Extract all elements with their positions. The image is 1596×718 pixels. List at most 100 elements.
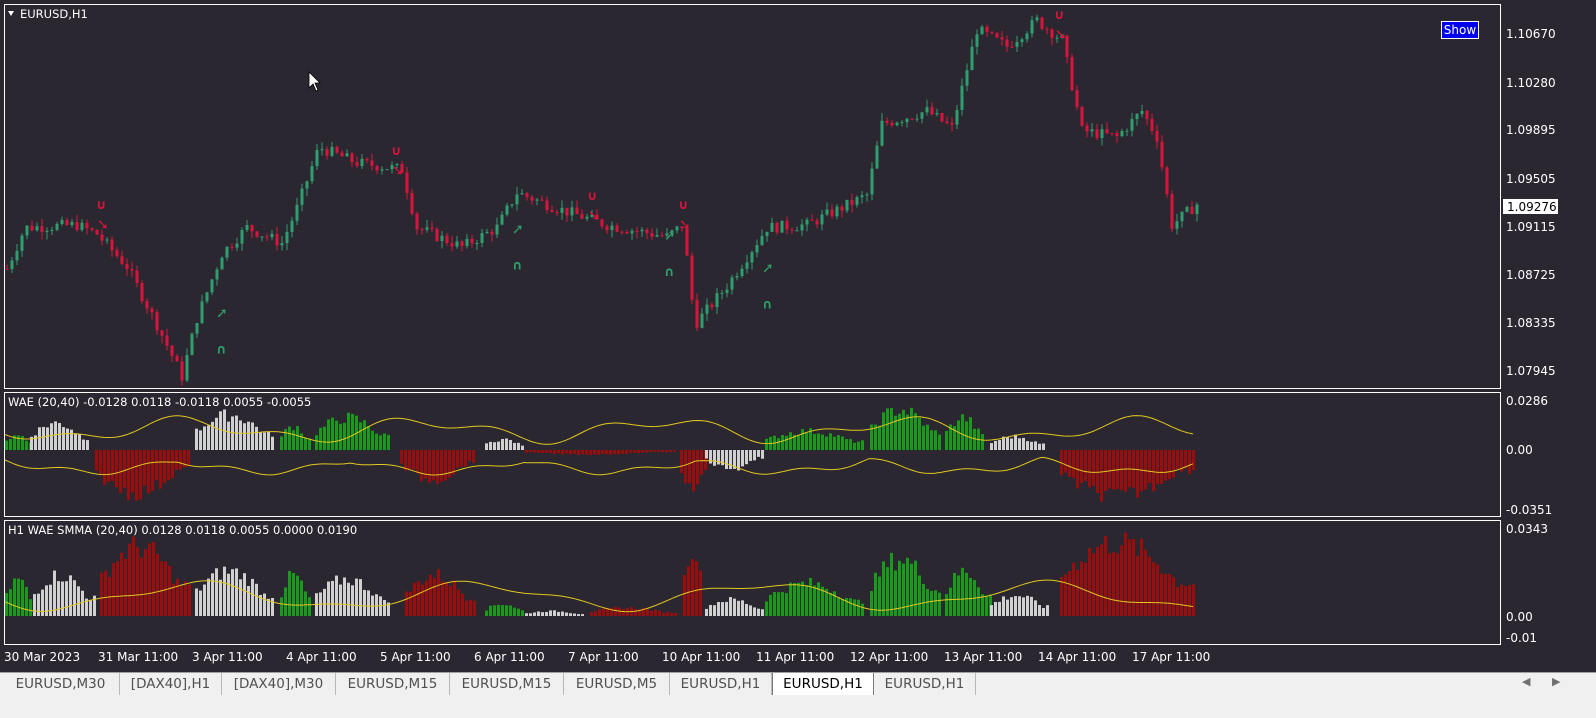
- histogram-bar: [355, 578, 358, 616]
- histogram-bar: [1160, 573, 1163, 616]
- tabs-scroll-left-icon[interactable]: ◀: [1522, 675, 1531, 688]
- candle-body: [365, 158, 369, 161]
- histogram-bar: [308, 438, 311, 450]
- histogram-bar: [805, 433, 808, 450]
- histogram-bar: [323, 588, 326, 616]
- histogram-bar: [1148, 556, 1151, 616]
- histogram-bar: [553, 450, 556, 454]
- histogram-bar: [634, 609, 637, 616]
- candle-body: [650, 233, 654, 237]
- histogram-bar: [696, 450, 699, 485]
- tab-eurusd-h1-3[interactable]: EURUSD,H1: [874, 673, 976, 695]
- histogram-bar: [9, 589, 12, 616]
- histogram-bar: [308, 597, 311, 616]
- candle-body: [345, 153, 349, 157]
- candle-body: [1075, 90, 1079, 107]
- histogram-bar: [413, 582, 416, 616]
- histogram-bar: [107, 450, 110, 482]
- histogram-bar: [271, 436, 274, 450]
- tab-eurusd-h1-active[interactable]: EURUSD,H1: [772, 673, 874, 696]
- histogram-bar: [82, 439, 85, 450]
- histogram-bar: [886, 567, 889, 616]
- histogram-bar: [461, 593, 464, 616]
- histogram-bar: [849, 598, 852, 616]
- candle-body: [330, 146, 334, 156]
- histogram-bar: [331, 417, 334, 450]
- histogram-bar: [1060, 576, 1063, 616]
- histogram-bar: [629, 450, 632, 453]
- histogram-bar: [116, 561, 119, 616]
- collapse-triangle-icon[interactable]: [8, 11, 14, 16]
- chart-window[interactable]: ➚ ∩ ➚ ∩ ➚ ∩ ➚ ∩ ∪ ➘ ∪ ➘ ∪ ➘ ∪ ➘ ∪ ➘ EURUSD,H1 1.10670 1.1…: [0, 0, 1596, 672]
- histogram-bar: [753, 607, 756, 616]
- tab-eurusd-m30[interactable]: EURUSD,M30: [2, 673, 120, 695]
- histogram-bar: [359, 579, 362, 616]
- histogram-bar: [653, 450, 656, 452]
- tab-dax40-h1[interactable]: [DAX40],H1: [120, 673, 222, 695]
- show-button[interactable]: Show: [1441, 21, 1479, 39]
- histogram-bar: [769, 594, 772, 616]
- histogram-bar: [139, 450, 142, 500]
- histogram-bar: [136, 547, 139, 616]
- histogram-bar: [93, 595, 96, 616]
- histogram-bar: [359, 422, 362, 450]
- histogram-bar: [704, 450, 707, 470]
- histogram-bar: [135, 450, 138, 501]
- signals-layer: ➚ ∩ ➚ ∩ ➚ ∩ ➚ ∩ ∪ ➘ ∪ ➘ ∪ ➘ ∪ ➘ ∪ ➘: [96, 8, 1067, 358]
- tab-eurusd-h1[interactable]: EURUSD,H1: [670, 673, 772, 695]
- candles-layer: [5, 14, 1199, 386]
- candle-body: [980, 26, 984, 35]
- histogram-bar: [906, 557, 909, 616]
- histogram-bar: [53, 570, 56, 616]
- histogram-bar: [1100, 450, 1103, 502]
- histogram-bar: [557, 450, 560, 454]
- candle-body: [1175, 221, 1179, 229]
- candle-body: [145, 301, 149, 309]
- candle-body: [475, 243, 479, 245]
- histogram-bar: [505, 438, 508, 450]
- smma-panel-frame: [4, 520, 1501, 645]
- histogram-bar: [541, 612, 544, 616]
- candle-body: [95, 229, 99, 235]
- histogram-bar: [910, 407, 913, 450]
- tab-eurusd-m15[interactable]: EURUSD,M15: [336, 673, 450, 695]
- histogram-bar: [284, 587, 287, 616]
- tab-eurusd-m15-2[interactable]: EURUSD,M15: [450, 673, 564, 695]
- candle-body: [625, 232, 629, 234]
- histogram-bar: [219, 411, 222, 450]
- histogram-bar: [70, 429, 73, 450]
- histogram-bar: [533, 450, 536, 453]
- candle-body: [665, 233, 669, 236]
- histogram-bar: [813, 433, 816, 450]
- histogram-bar: [78, 434, 81, 450]
- candle-body: [795, 230, 799, 232]
- candle-body: [115, 250, 119, 257]
- current-price-label: 1.09276: [1507, 200, 1557, 214]
- histogram-bar: [255, 426, 258, 450]
- tabs-scroll-right-icon[interactable]: ▶: [1552, 675, 1561, 688]
- histogram-bar: [95, 450, 98, 471]
- price-label: 1.08335: [1506, 316, 1556, 330]
- chart-canvas[interactable]: ➚ ∩ ➚ ∩ ➚ ∩ ➚ ∩ ∪ ➘ ∪ ➘ ∪ ➘ ∪ ➘ ∪ ➘ EURUSD,H1 1.10670 1.1…: [0, 0, 1596, 672]
- candle-body: [725, 289, 729, 293]
- histogram-bar: [441, 581, 444, 616]
- histogram-bar: [288, 426, 291, 450]
- candle-body: [350, 153, 354, 163]
- histogram-bar: [666, 611, 669, 616]
- histogram-bar: [456, 450, 459, 468]
- histogram-bar: [1116, 553, 1119, 616]
- candle-body: [520, 193, 524, 195]
- tab-dax40-m30[interactable]: [DAX40],M30: [222, 673, 336, 695]
- candle-body: [200, 301, 204, 323]
- wae-panel-frame: [4, 392, 1501, 517]
- candle-body: [355, 162, 359, 166]
- histogram-bar: [961, 567, 964, 616]
- histogram-bar: [1108, 450, 1111, 489]
- histogram-bar: [375, 594, 378, 616]
- candle-body: [550, 210, 554, 212]
- tab-eurusd-m5[interactable]: EURUSD,M5: [564, 673, 670, 695]
- candle-body: [250, 225, 254, 232]
- histogram-bar: [729, 450, 732, 470]
- histogram-bar: [144, 549, 147, 616]
- candle-body: [935, 113, 939, 115]
